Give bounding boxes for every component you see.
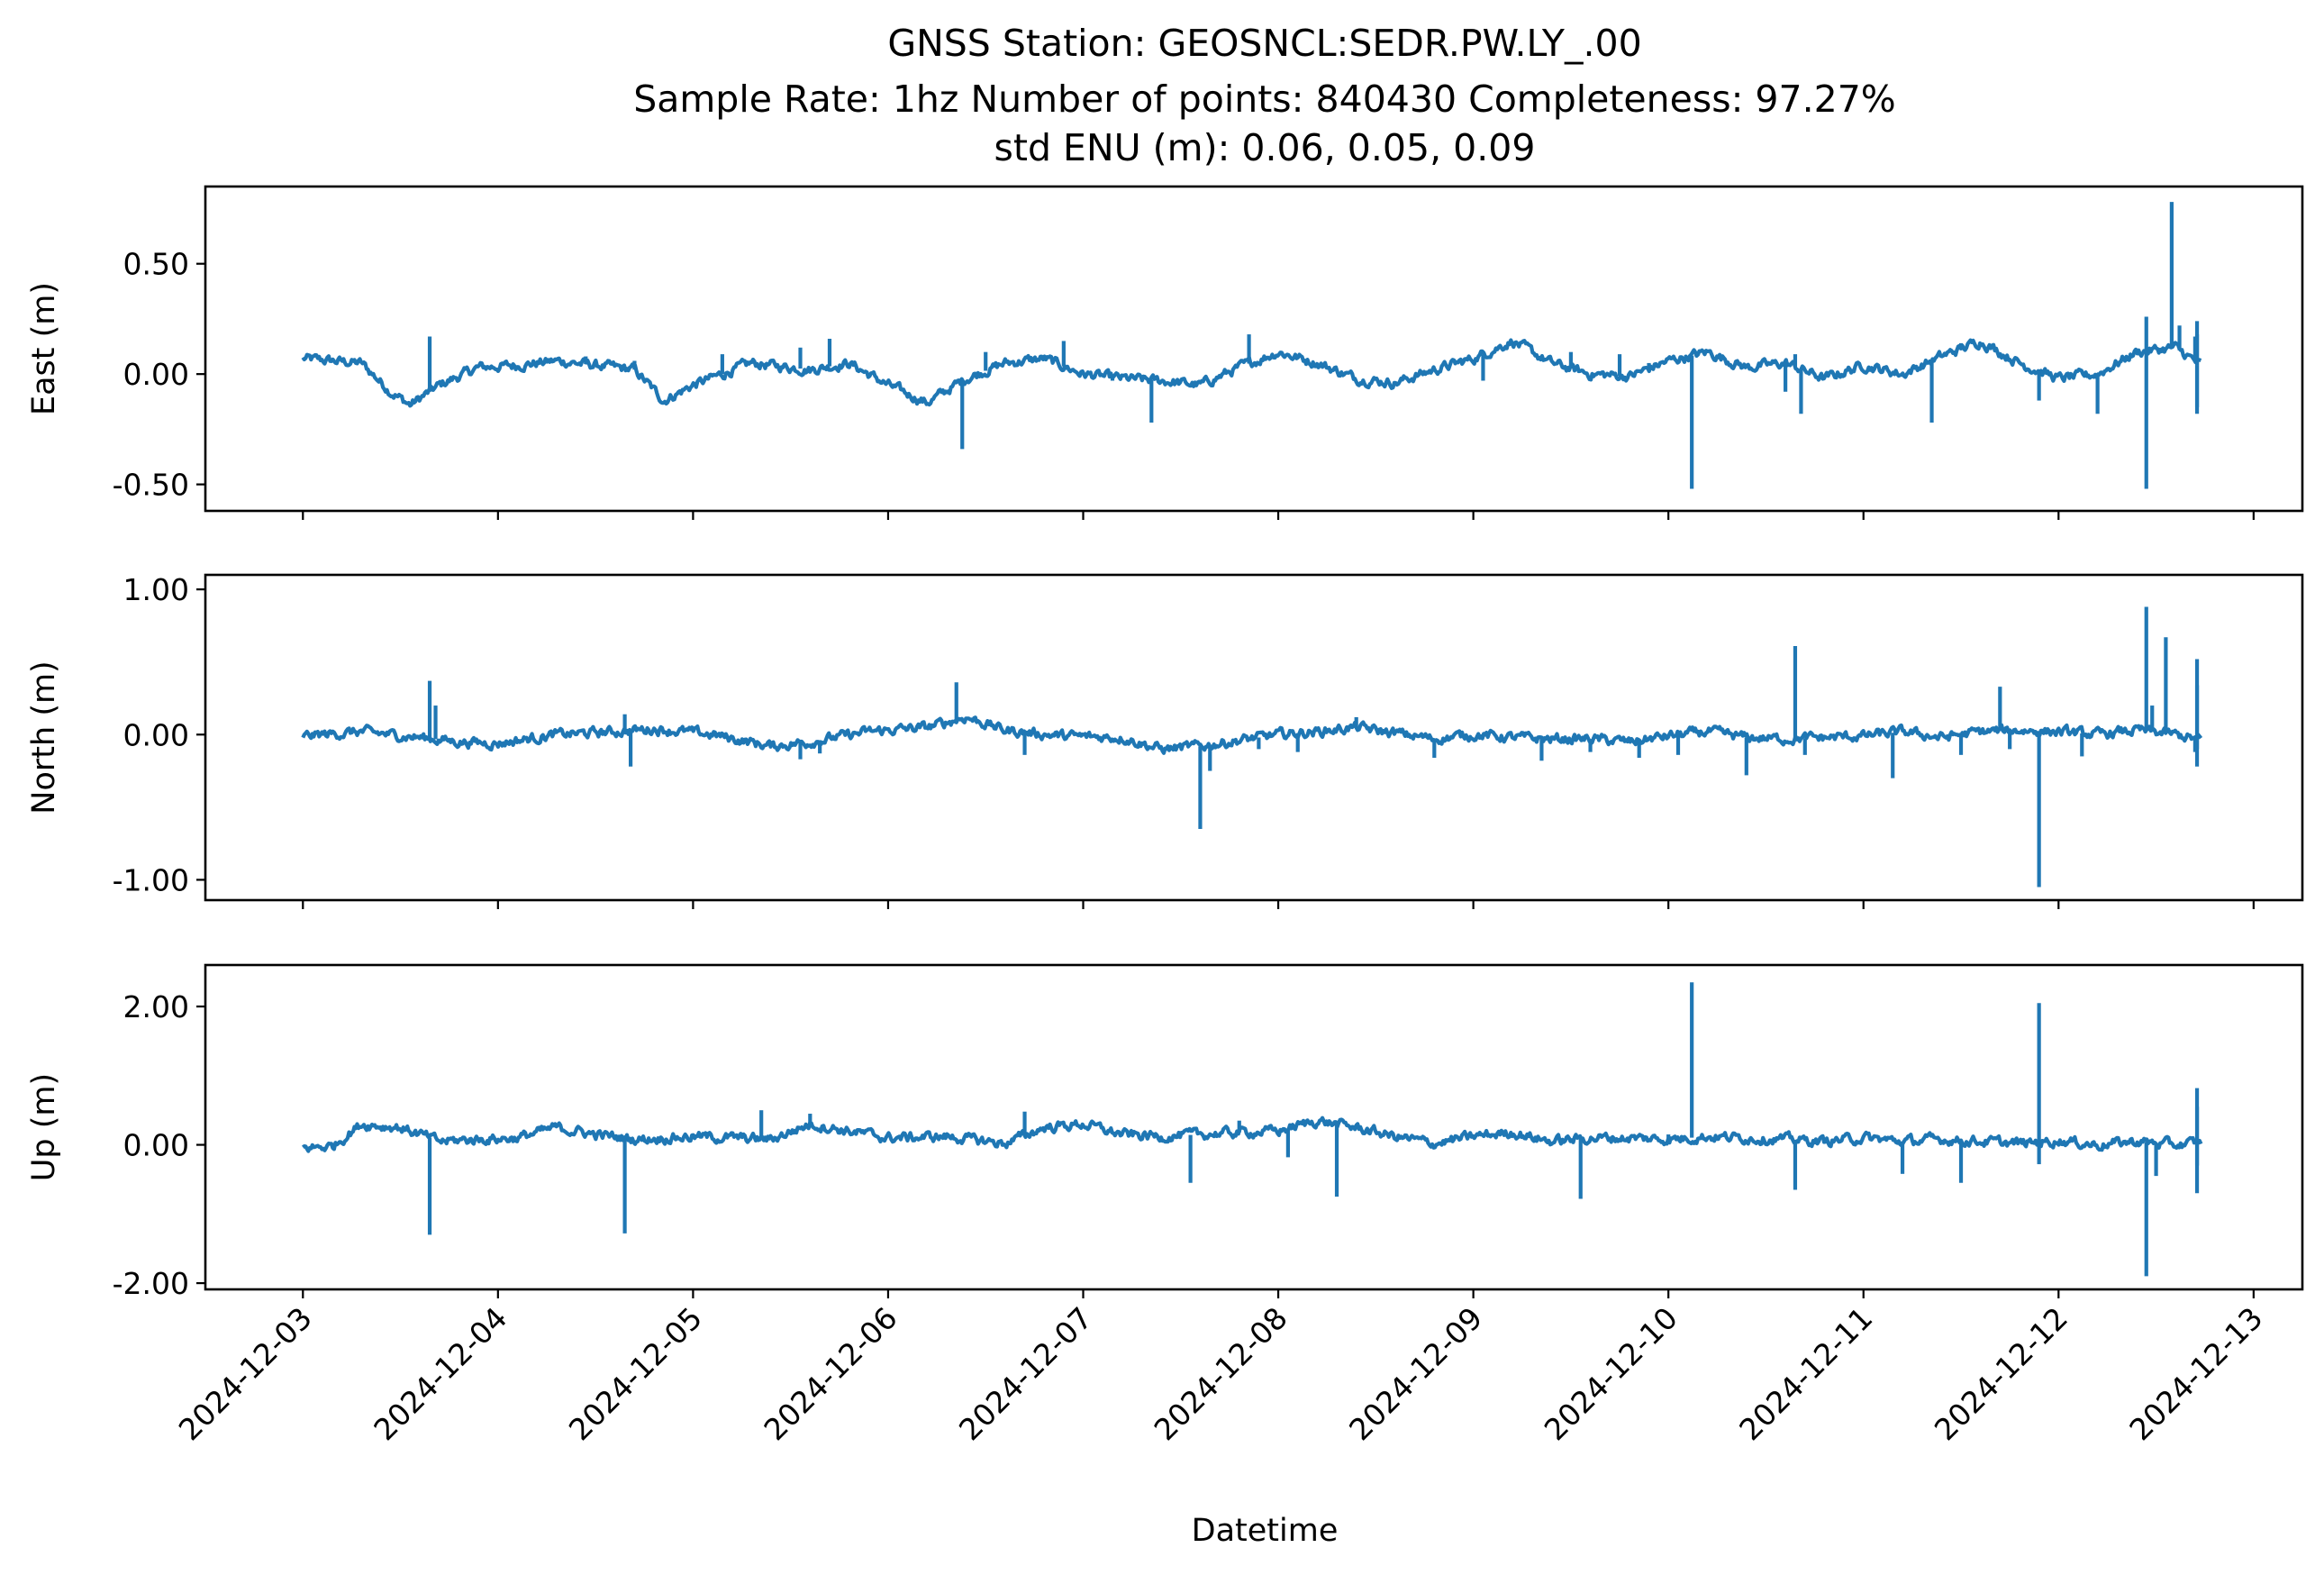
- y-tick-label: 2.00: [123, 989, 189, 1024]
- y-tick-label: 1.00: [123, 572, 189, 607]
- y-tick-label: 0.50: [123, 247, 189, 282]
- panel-north: 1.00 0.00 -1.00 North (m): [26, 572, 2304, 909]
- x-tick-label: 2024-12-06: [757, 1300, 903, 1447]
- y-tick-label: -2.00: [113, 1266, 189, 1301]
- x-tick-label: 2024-12-11: [1732, 1300, 1879, 1447]
- x-axis: 2024-12-03 2024-12-04 2024-12-05 2024-12-06…: [172, 1300, 2270, 1447]
- y-axis-label-north: North (m): [26, 660, 62, 814]
- series-line-up: [301, 1115, 2203, 1153]
- y-tick-label: 0.00: [123, 357, 189, 392]
- y-tick-label: 0.00: [123, 1128, 189, 1163]
- panels-layer: 0.50 0.00 -0.50 East (m) 1.00 0.00 -1.00 North …: [26, 185, 2304, 1301]
- x-tick-label: 2024-12-12: [1928, 1300, 2074, 1447]
- x-tick-label: 2024-12-13: [2122, 1300, 2269, 1447]
- panel-east: 0.50 0.00 -0.50 East (m): [26, 185, 2304, 520]
- x-tick-label: 2024-12-04: [367, 1300, 513, 1447]
- x-tick-label: 2024-12-10: [1538, 1300, 1684, 1447]
- series-line-east: [301, 338, 2202, 408]
- x-tick-label: 2024-12-08: [1148, 1300, 1294, 1447]
- x-tick-label: 2024-12-03: [172, 1300, 319, 1447]
- chart-title-line-2: Sample Rate: 1hz Number of points: 84043…: [633, 77, 1896, 121]
- axes-frame-east: [204, 185, 2304, 513]
- x-axis-label: Datetime: [1192, 1513, 1339, 1549]
- axes-frame-up: [204, 963, 2304, 1291]
- chart-title-line-1: GNSS Station: GEOSNCL:SEDR.PW.LY_.00: [887, 22, 1641, 65]
- axes-frame-north: [204, 573, 2304, 902]
- chart-title: GNSS Station: GEOSNCL:SEDR.PW.LY_.00 Sam…: [633, 22, 1896, 169]
- y-axis-label-east: East (m): [26, 282, 62, 415]
- x-tick-label: 2024-12-09: [1342, 1300, 1489, 1447]
- x-tick-label: 2024-12-07: [952, 1300, 1099, 1447]
- y-tick-label: 0.00: [123, 717, 189, 752]
- series-line-north: [301, 715, 2203, 755]
- y-tick-label: -0.50: [113, 468, 189, 503]
- y-tick-label: -1.00: [113, 862, 189, 897]
- y-axis-label-up: Up (m): [26, 1073, 62, 1181]
- panel-up: 2.00 0.00 -2.00 Up (m): [26, 963, 2304, 1301]
- x-tick-label: 2024-12-05: [562, 1300, 709, 1447]
- chart-title-line-3: std ENU (m): 0.06, 0.05, 0.09: [994, 126, 1536, 169]
